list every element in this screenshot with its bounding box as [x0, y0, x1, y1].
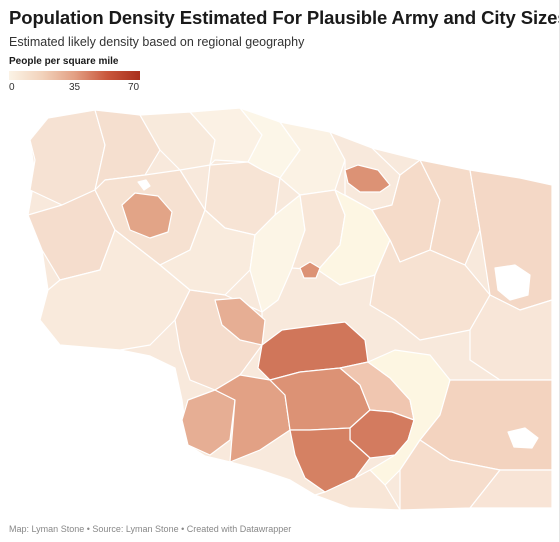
region-west-south[interactable] [39, 229, 191, 351]
legend-ticks: 0 35 70 [9, 82, 144, 94]
source-credit: Map: Lyman Stone • Source: Lyman Stone •… [9, 524, 292, 534]
chart-subtitle: Estimated likely density based on region… [9, 35, 305, 49]
legend-gradient-bar [9, 71, 140, 80]
legend-title: People per square mile [9, 56, 119, 67]
legend-tick-min: 0 [9, 82, 15, 93]
region-city-center-small[interactable] [299, 261, 321, 279]
region-lake-west[interactable] [137, 179, 151, 191]
color-legend: People per square mile 0 35 70 [9, 56, 144, 94]
legend-tick-mid: 35 [69, 82, 81, 93]
region-east-5[interactable] [469, 294, 553, 381]
region-lake-east[interactable] [494, 264, 531, 301]
region-city-north-east[interactable] [344, 164, 391, 193]
region-dense-south[interactable] [289, 427, 371, 493]
chart-title: Population Density Estimated For Plausib… [9, 7, 560, 28]
region-south-coast[interactable] [314, 469, 401, 511]
region-lake-south-east[interactable] [507, 427, 539, 449]
legend-tick-max: 70 [128, 82, 140, 93]
region-se-corner[interactable] [469, 469, 553, 509]
region-city-west[interactable] [121, 192, 173, 239]
